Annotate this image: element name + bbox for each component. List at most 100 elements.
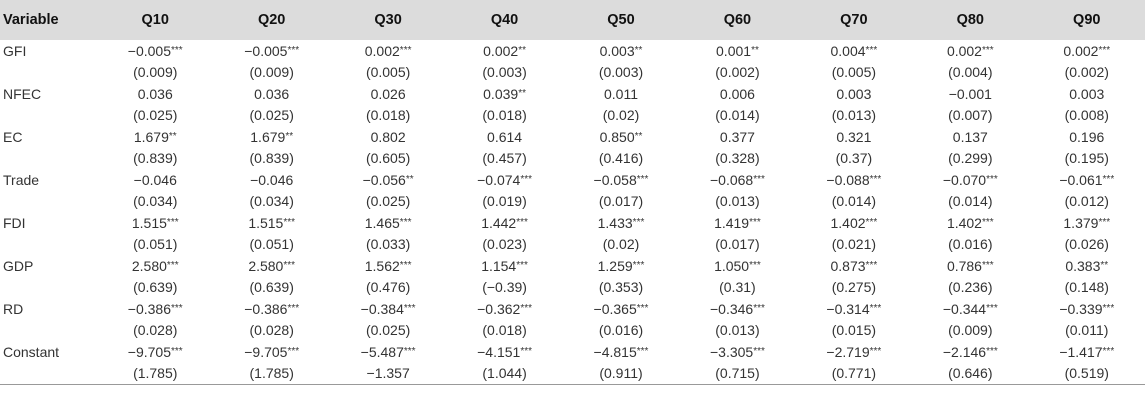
significance-stars: *** xyxy=(516,259,528,271)
coef-cell: −9.705*** xyxy=(97,341,213,363)
significance-stars: *** xyxy=(636,173,649,185)
significance-stars: *** xyxy=(1098,44,1111,56)
coef-cell: 0.196 xyxy=(1029,126,1145,148)
standard-error-cell: (0.025) xyxy=(365,322,411,339)
standard-error-cell: (0.457) xyxy=(482,150,527,167)
standard-error-cell: (0.639) xyxy=(249,279,294,296)
standard-error-cell: (0.605) xyxy=(365,150,411,167)
standard-error-cell: (0.009) xyxy=(948,322,993,339)
significance-stars: *** xyxy=(636,345,649,357)
coef-cell: 0.002*** xyxy=(1029,40,1145,62)
standard-error-cell: (1.785) xyxy=(97,362,214,385)
standard-error-cell: (0.013) xyxy=(831,107,877,124)
significance-stars: *** xyxy=(520,173,533,185)
variable-name: RD xyxy=(3,300,24,317)
standard-error-cell: −1.357 xyxy=(329,362,447,385)
coef-cell: −0.005*** xyxy=(97,40,213,62)
empty-cell xyxy=(0,362,98,385)
header-q80: Q80 xyxy=(956,12,985,28)
variable-name: NFEC xyxy=(3,85,42,102)
standard-error-cell: (0.051) xyxy=(249,236,294,253)
standard-error-cell: (0.299) xyxy=(948,150,993,167)
coef-cell: 0.802 xyxy=(330,126,446,148)
coef-cell: 0.003 xyxy=(796,83,912,105)
coef-value: 1.562 xyxy=(364,257,400,274)
significance-stars: *** xyxy=(749,216,761,228)
coef-value: −0.339 xyxy=(1059,300,1103,317)
coef-cell: 1.433*** xyxy=(563,212,679,234)
standard-error-cell: (0.02) xyxy=(602,107,640,124)
coef-cell: −0.001 xyxy=(912,83,1028,105)
coef-value: 0.321 xyxy=(836,128,872,145)
coef-value: −0.346 xyxy=(709,300,754,317)
coef-value: −0.061 xyxy=(1059,171,1103,188)
coef-value: 0.036 xyxy=(254,85,290,102)
standard-error-cell: (0.028) xyxy=(133,322,178,339)
significance-stars: *** xyxy=(403,302,416,314)
header-q20: Q20 xyxy=(257,12,286,28)
significance-stars: *** xyxy=(287,302,300,314)
standard-error-cell: (0.519) xyxy=(1028,362,1145,385)
coef-cell: −0.070*** xyxy=(912,169,1028,191)
coef-value: 0.003 xyxy=(836,85,872,102)
coef-value: 0.026 xyxy=(370,85,406,102)
coef-value: 1.402 xyxy=(946,214,982,231)
coef-value: 1.679 xyxy=(250,128,286,145)
coef-value: 0.137 xyxy=(952,128,988,145)
coef-value: 0.006 xyxy=(719,85,755,102)
variable-name: EC xyxy=(3,128,23,145)
significance-stars: *** xyxy=(981,44,994,56)
standard-error-cell: (0.033) xyxy=(365,236,411,253)
coef-cell: 0.850** xyxy=(563,126,679,148)
empty-cell xyxy=(0,191,97,213)
coef-value: −4.151 xyxy=(477,343,521,360)
coef-cell: 1.050*** xyxy=(679,255,795,277)
significance-stars: *** xyxy=(283,259,296,271)
coef-cell: −0.314*** xyxy=(796,298,912,320)
header-q90: Q90 xyxy=(1073,12,1101,28)
standard-error-cell: (0.014) xyxy=(948,193,993,210)
se-row-gdp: (0.639) (0.639) (0.476) (−0.39) (0.353) (0.31… xyxy=(0,277,1145,299)
standard-error-cell: (0.31) xyxy=(719,279,756,296)
standard-error-cell: (0.839) xyxy=(133,150,178,167)
coef-value: −0.314 xyxy=(826,300,870,317)
coef-value: 1.442 xyxy=(481,214,517,231)
coef-value: −5.487 xyxy=(360,343,404,360)
coef-value: 1.515 xyxy=(248,214,284,231)
coef-cell: 1.259*** xyxy=(563,255,679,277)
coef-value: 0.614 xyxy=(487,128,523,145)
coef-cell: 1.402*** xyxy=(796,212,912,234)
standard-error-cell: (0.025) xyxy=(133,107,178,124)
standard-error-cell: (0.019) xyxy=(482,193,527,210)
coef-cell: 1.679** xyxy=(213,126,329,148)
standard-error-cell: (0.002) xyxy=(715,64,760,81)
coef-cell: −9.705*** xyxy=(213,341,329,363)
coef-value: 0.196 xyxy=(1069,128,1105,145)
standard-error-cell: (0.028) xyxy=(249,322,294,339)
empty-cell xyxy=(0,62,97,84)
table-body: GFI −0.005*** −0.005*** 0.002*** 0.002** 0.00… xyxy=(0,40,1145,385)
standard-error-cell: (0.018) xyxy=(365,107,411,124)
coef-value: 1.465 xyxy=(364,214,400,231)
coef-value: −3.305 xyxy=(709,343,754,360)
empty-cell xyxy=(0,320,97,342)
significance-stars: *** xyxy=(171,302,183,314)
coef-cell: −0.056** xyxy=(330,169,446,191)
standard-error-cell: (0.007) xyxy=(948,107,993,124)
standard-error-cell: (0.013) xyxy=(715,322,760,339)
significance-stars: *** xyxy=(865,259,878,271)
standard-error-cell: (0.008) xyxy=(1064,107,1109,124)
significance-stars: ** xyxy=(1100,259,1109,271)
se-row-rd: (0.028) (0.028) (0.025) (0.018) (0.016) (0.01… xyxy=(0,320,1145,342)
significance-stars: *** xyxy=(986,345,998,357)
standard-error-cell: (0.009) xyxy=(133,64,178,81)
se-row-constant: (1.785) (1.785) −1.357 (1.044) (0.911) (0.715… xyxy=(0,362,1145,385)
coef-value: 0.003 xyxy=(1069,85,1105,102)
significance-stars: *** xyxy=(753,302,765,314)
coef-cell: 0.786*** xyxy=(912,255,1028,277)
empty-cell xyxy=(0,277,97,299)
coef-value: 0.377 xyxy=(719,128,755,145)
coef-cell: −0.046 xyxy=(213,169,329,191)
significance-stars: *** xyxy=(636,302,649,314)
coef-cell: 0.003** xyxy=(563,40,679,62)
